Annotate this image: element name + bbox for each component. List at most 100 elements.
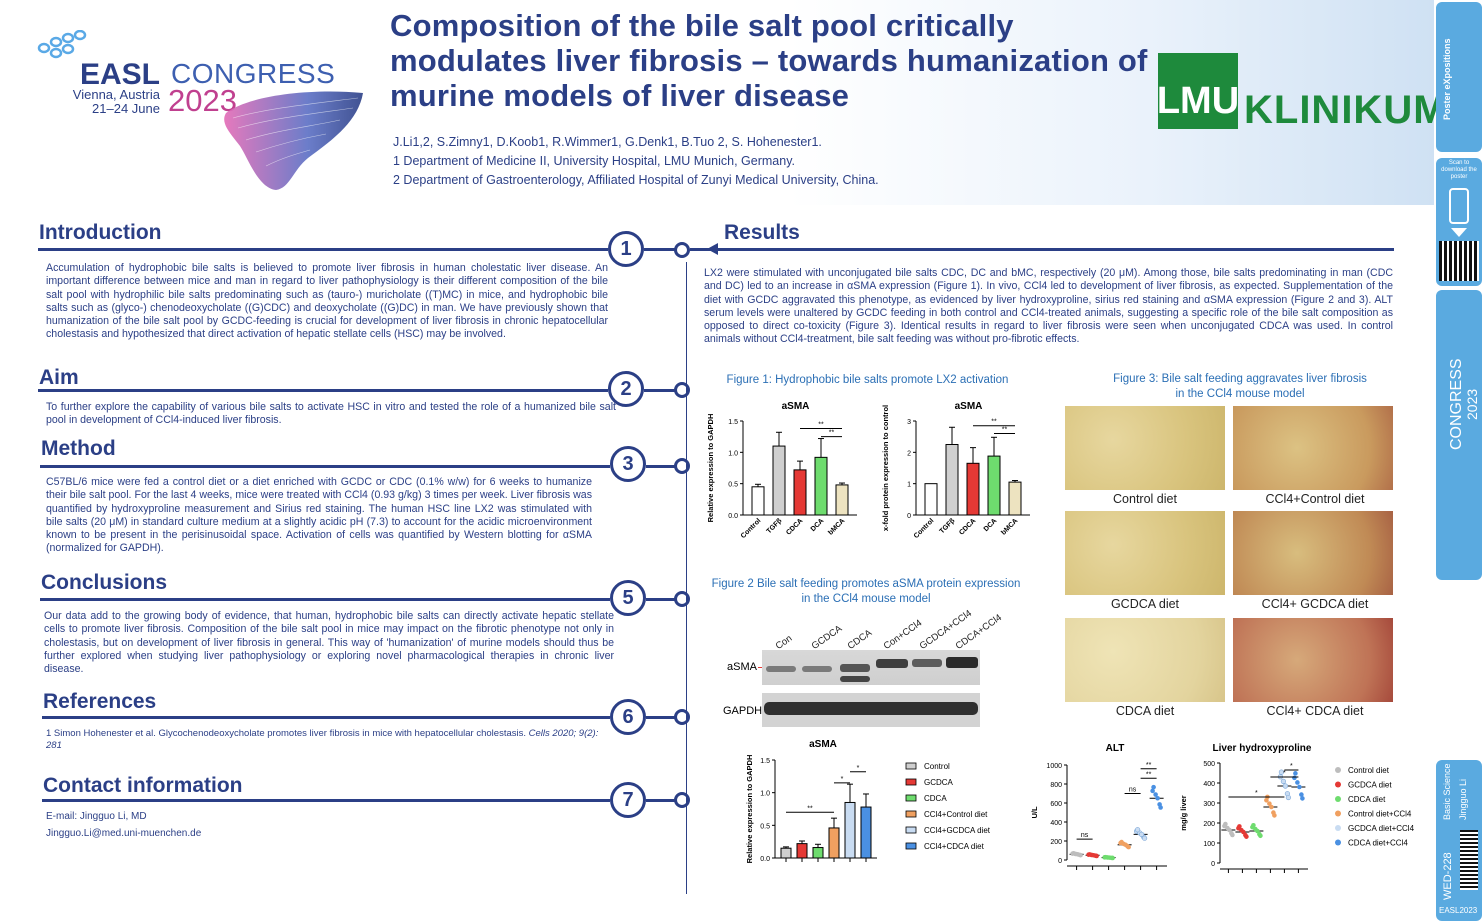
connector-1 (644, 248, 676, 251)
data-point (1267, 801, 1272, 806)
y-tick-label: 0.0 (760, 856, 770, 863)
data-point (1241, 829, 1246, 835)
histology-label-2: CCl4+Control diet (1265, 492, 1365, 506)
histology-label-4: CCl4+ GCDCA diet (1261, 597, 1369, 611)
congress-logo-text: CONGRESS (171, 58, 336, 89)
connector-2 (644, 389, 676, 392)
y-tick-label: 400 (1203, 781, 1215, 788)
histology-label-1: Control diet (1113, 492, 1177, 506)
data-point (1244, 834, 1249, 839)
x-tick-label: CDCA (785, 517, 804, 536)
significance-label: ** (829, 430, 835, 437)
data-point (1158, 805, 1163, 810)
contact-rule (42, 799, 610, 802)
y-tick-label: 1000 (1046, 763, 1062, 770)
legend-label: Control diet (1348, 766, 1390, 775)
legend-swatch (905, 762, 917, 770)
data-point (1155, 795, 1160, 801)
data-point (1119, 839, 1124, 845)
y-axis-label: Relative expression to GAPDH (706, 414, 715, 523)
section-number-6: 6 (610, 699, 646, 735)
bar (751, 486, 765, 516)
bar (780, 847, 792, 859)
significance-label: * (1283, 770, 1286, 777)
data-point (1151, 784, 1156, 790)
blot-lane-label: Con+CCl4 (881, 617, 925, 652)
blot-gapdh-band (762, 693, 980, 727)
y-tick-label: 600 (1050, 801, 1062, 808)
data-point (1150, 788, 1155, 794)
congress-year: 2023 (168, 83, 237, 118)
bar (1008, 481, 1022, 516)
y-axis-label: U/L (1030, 806, 1039, 819)
y-tick-label: 1.5 (728, 419, 738, 426)
legend-label: GCDCA diet+CCl4 (1348, 824, 1415, 833)
y-tick-label: 200 (1203, 821, 1215, 828)
figure2-chart-asma: aSMA 0.0 0.5 1.0 1.5 Relative expression to G… (745, 739, 991, 863)
y-tick-label: 0 (1211, 861, 1215, 868)
y-tick-label: 0 (1058, 858, 1062, 865)
legend-marker (1335, 781, 1341, 788)
data-point (1255, 828, 1260, 834)
significance-label: ** (1146, 771, 1152, 778)
x-tick-label: DCA (983, 517, 999, 533)
y-tick-label: 100 (1203, 841, 1215, 848)
data-point (1103, 854, 1108, 860)
significance-label: ns (1081, 832, 1089, 839)
bar (860, 806, 872, 859)
section-number-3: 3 (610, 446, 646, 482)
sidebar-poster-block: Poster eXpositions (1436, 2, 1482, 152)
data-point (1223, 821, 1228, 827)
blot-lane-labels: Con GCDCA CDCA Con+CCl4 GCDCA+CCl4 CDCA+CCl4 (762, 608, 1004, 652)
reference-1: 1 Simon Hohenester et al. Glycochenodeox… (46, 728, 599, 751)
timeline-dot-3 (674, 458, 690, 474)
sidebar-download-block[interactable]: Scan to download the poster (1436, 158, 1482, 286)
legend-marker (1335, 825, 1341, 831)
timeline-dot-5 (674, 591, 690, 607)
section-number-7: 7 (610, 782, 646, 818)
timeline-dot-7 (674, 792, 690, 808)
data-point (1285, 794, 1291, 801)
poster-sidebar: Poster eXpositions Scan to download the … (1436, 0, 1484, 921)
data-point (1230, 832, 1235, 838)
method-heading: Method (41, 437, 116, 460)
bar (793, 469, 807, 516)
easl-logo-text: EASL (80, 58, 161, 91)
histology-label-3: GCDCA diet (1110, 597, 1180, 611)
histology-label-5: CDCA diet (1115, 704, 1175, 718)
data-point (1293, 771, 1298, 776)
x-tick-label: Control (913, 517, 936, 540)
blot-lane-label: CDCA (845, 627, 875, 652)
timeline-dot-2 (674, 382, 690, 398)
y-tick-label: 300 (1203, 801, 1215, 808)
introduction-text: Accumulation of hydrophobic bile salts i… (46, 262, 608, 341)
authors-line: J.Li1,2, S.Zimny1, D.Koob1, R.Wimmer1, G… (393, 135, 822, 149)
data-point (1134, 827, 1141, 833)
data-point (1075, 852, 1080, 857)
legend-marker (1335, 796, 1341, 802)
section-number-2: 2 (608, 371, 644, 407)
data-point (1227, 827, 1232, 833)
klinikum-logo-text: KLINIKUM (1244, 88, 1448, 132)
blot-label-gapdh: GAPDH (723, 705, 763, 717)
phone-icon (1449, 188, 1469, 224)
y-tick-label: 1 (907, 482, 911, 489)
y-tick-label: 2 (907, 450, 911, 457)
bar (987, 455, 1001, 516)
histology-label-6: CCl4+ CDCA diet (1266, 704, 1364, 718)
qr-code[interactable] (1439, 241, 1479, 281)
legend-marker (1335, 767, 1341, 773)
figure1-caption: Figure 1: Hydrophobic bile salts promote… (726, 374, 1009, 386)
connector-7 (646, 799, 676, 802)
legend-swatch (905, 842, 917, 850)
y-axis-label: x-fold protein expression to control (881, 405, 890, 531)
contact-email-link[interactable]: Jingguo.Li@med.uni-muenchen.de (46, 828, 202, 839)
results-rule (690, 248, 1394, 251)
liver-illustration (224, 91, 363, 190)
y-tick-label: 3 (907, 419, 911, 426)
histology-ccl4-gcdca-diet (1233, 511, 1393, 595)
poster-title: Composition of the bile salt pool critic… (390, 8, 1148, 113)
legend-label: CCl4+Control diet (924, 810, 988, 819)
contact-email-line: E-mail: Jingguo Li, MD (46, 811, 147, 822)
data-point (1280, 778, 1286, 784)
